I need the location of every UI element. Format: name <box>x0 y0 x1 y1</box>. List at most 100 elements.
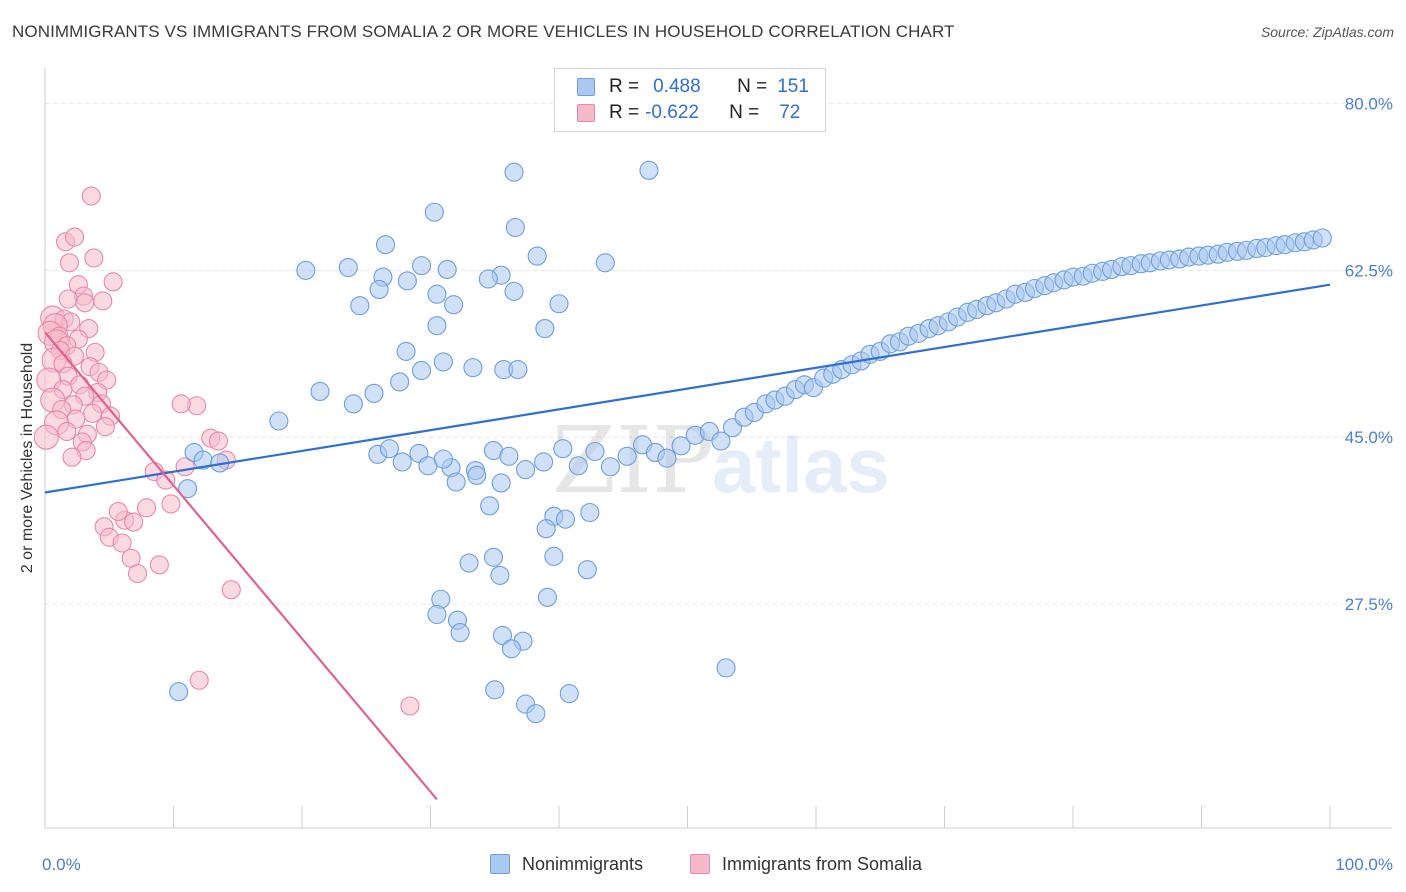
immigrant-point <box>400 696 420 716</box>
immigrant-point <box>65 227 85 247</box>
nonimmigrant-point <box>338 257 358 278</box>
bottom-legend-nonimmigrants: Nonimmigrants <box>490 852 643 876</box>
gridlines <box>45 103 1392 605</box>
nonimmigrant-point <box>568 456 588 476</box>
nonimmigrant-point <box>499 446 519 466</box>
immigrant-point <box>149 555 169 575</box>
tick-labels: 27.5% 45.0% 62.5% 80.0% 0.0% 100.0% <box>42 95 1393 874</box>
nonimmigrant-point <box>269 411 289 431</box>
legend-swatch-blue <box>577 78 595 96</box>
chart-title: NONIMMIGRANTS VS IMMIGRANTS FROM SOMALIA… <box>12 22 955 41</box>
immigrant-point <box>171 394 191 414</box>
watermark: ZIP atlas <box>552 407 890 514</box>
nonimmigrant-point <box>501 639 522 659</box>
nonimmigrant-point <box>585 441 605 462</box>
nonimmigrant-point <box>580 502 600 523</box>
nonimmigrant-point <box>535 318 555 339</box>
immigrant-point <box>124 512 144 532</box>
legend-n-label: N = <box>729 102 760 123</box>
legend-r-value: -0.622 <box>645 102 699 123</box>
nonimmigrant-point <box>427 316 447 336</box>
nonimmigrant-point <box>491 473 511 493</box>
nonimmigrant-point <box>350 296 370 316</box>
nonimmigrant-point <box>516 460 536 480</box>
nonimmigrant-point <box>492 625 513 646</box>
nonimmigrant-point <box>490 565 510 585</box>
nonimmigrant-point <box>427 284 447 304</box>
nonimmigrants-trendline <box>44 283 1331 494</box>
watermark-atlas: atlas <box>712 421 890 509</box>
nonimmigrant-point <box>467 465 487 485</box>
bottom-legend-label-nonimmigrants: Nonimmigrants <box>522 853 644 874</box>
immigrant-point <box>33 424 59 450</box>
immigrant-point <box>93 291 113 311</box>
nonimmigrant-point <box>411 360 432 381</box>
bottom-legend-immigrants: Immigrants from Somalia <box>690 852 922 876</box>
immigrant-point <box>75 293 95 313</box>
immigrant-point <box>189 670 209 690</box>
nonimmigrant-point <box>639 160 659 180</box>
nonimmigrant-point <box>169 682 189 702</box>
nonimmigrant-point <box>379 439 399 459</box>
y-axis-label: 2 or more Vehicles in Household <box>19 343 36 573</box>
x-tick-label-max: 100.0% <box>1335 855 1393 874</box>
nonimmigrant-point <box>577 560 597 580</box>
nonimmigrant-point <box>296 260 316 280</box>
nonimmigrant-point <box>178 479 198 499</box>
immigrant-point <box>103 272 123 292</box>
immigrant-point <box>127 563 148 584</box>
nonimmigrant-point <box>424 202 444 222</box>
nonimmigrant-point <box>508 359 528 380</box>
y-tick-label: 45.0% <box>1345 428 1393 447</box>
y-tick-label: 62.5% <box>1345 261 1393 280</box>
nonimmigrant-point <box>534 452 554 472</box>
immigrant-point <box>62 447 82 467</box>
nonimmigrant-point <box>437 259 457 279</box>
nonimmigrant-point <box>483 547 504 567</box>
y-tick-label: 80.0% <box>1345 95 1393 114</box>
nonimmigrant-point <box>446 472 466 492</box>
nonimmigrant-point <box>485 680 505 700</box>
nonimmigrant-point <box>433 352 453 372</box>
nonimmigrant-point <box>411 256 432 276</box>
nonimmigrant-point <box>505 217 525 238</box>
nonimmigrant-point <box>671 436 691 456</box>
immigrant-point <box>221 580 241 600</box>
source-credit: Source: ZipAtlas.com <box>1260 24 1394 40</box>
nonimmigrant-point <box>711 431 731 451</box>
nonimmigrant-point <box>544 546 564 566</box>
immigrants-points <box>33 186 420 716</box>
nonimmigrant-point <box>504 162 524 182</box>
immigrant-point <box>82 403 103 423</box>
nonimmigrant-point <box>459 553 479 573</box>
nonimmigrant-point <box>450 623 470 643</box>
nonimmigrant-point <box>463 358 483 378</box>
legend-r-label: R = <box>609 76 640 97</box>
nonimmigrant-point <box>526 704 546 724</box>
nonimmigrant-point <box>537 587 557 607</box>
nonimmigrant-point <box>427 604 447 625</box>
trendlines <box>44 283 1331 801</box>
immigrants-trendline <box>44 331 438 801</box>
legend-swatch-pink <box>577 104 595 122</box>
nonimmigrant-point <box>549 294 569 314</box>
nonimmigrant-point <box>478 269 498 289</box>
nonimmigrant-point <box>375 235 396 255</box>
nonimmigrant-point <box>364 383 384 403</box>
nonimmigrant-point <box>555 509 575 529</box>
immigrant-point <box>156 470 176 490</box>
bottom-legend-swatch-pink <box>690 854 710 874</box>
nonimmigrant-point <box>1312 228 1332 248</box>
nonimmigrant-point <box>480 496 500 516</box>
nonimmigrant-point <box>396 341 416 361</box>
nonimmigrant-point <box>559 684 579 704</box>
nonimmigrant-point <box>536 519 556 539</box>
immigrant-point <box>108 501 128 522</box>
x-tick-label-min: 0.0% <box>42 855 81 874</box>
nonimmigrant-point <box>600 457 620 477</box>
nonimmigrant-point <box>392 452 412 472</box>
legend-n-value: 72 <box>779 102 801 123</box>
y-tick-label: 27.5% <box>1345 595 1393 614</box>
nonimmigrant-point <box>595 253 615 273</box>
